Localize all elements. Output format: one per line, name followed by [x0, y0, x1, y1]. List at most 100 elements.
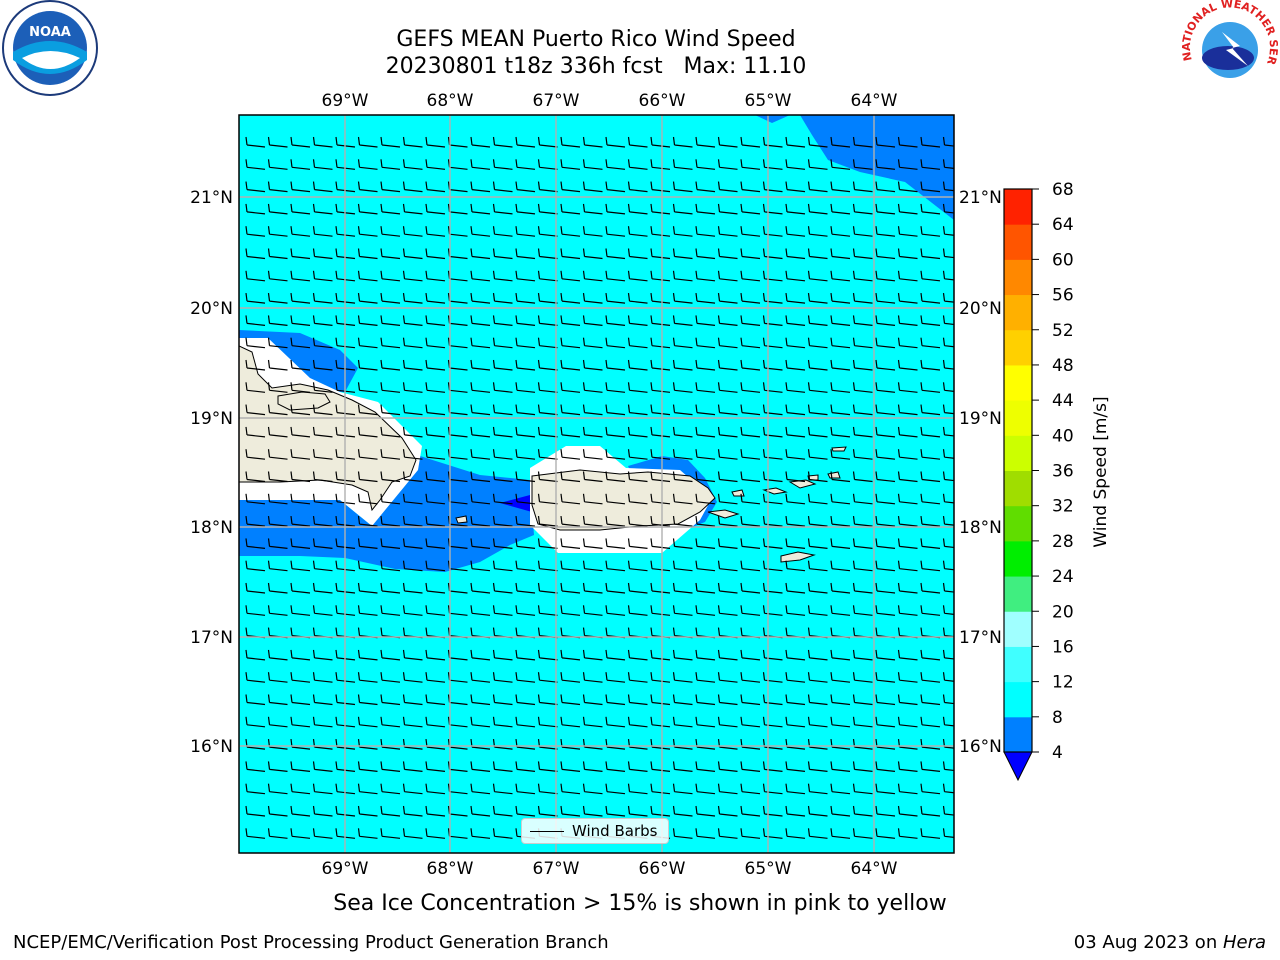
wind-barb: [695, 493, 716, 505]
wind-barb: [402, 315, 423, 326]
wind-barb: [380, 382, 401, 393]
colorbar-segment: [1004, 646, 1032, 683]
wind-barb: [245, 426, 266, 438]
colorbar-segment: [1004, 400, 1032, 436]
wind-barb: [537, 315, 558, 326]
wind-barb: [402, 449, 423, 460]
wind-barb: [650, 293, 671, 304]
longitude-label: 66°W: [639, 859, 686, 879]
wind-barb: [290, 694, 311, 706]
wind-barb: [920, 828, 941, 839]
wind-barb: [245, 226, 266, 237]
wind-barb: [897, 248, 918, 260]
wind-barb: [290, 203, 311, 215]
wind-barb: [425, 359, 446, 371]
wind-barb: [402, 136, 423, 148]
wind-barb: [875, 694, 896, 706]
wind-barb: [537, 404, 558, 416]
wind-barb: [357, 270, 378, 282]
wind-barb: [695, 538, 716, 549]
wind-barb: [357, 337, 378, 349]
wind-barb: [875, 605, 896, 616]
wind-barb: [245, 560, 266, 572]
wind-barb: [492, 315, 513, 326]
wind-barb: [312, 181, 333, 193]
wind-barb: [830, 248, 851, 260]
wind-barb: [560, 181, 581, 193]
colorbar-tick-label: 40: [1052, 426, 1074, 446]
wind-barb: [290, 449, 311, 460]
wind-barb: [312, 516, 333, 527]
wind-barb: [650, 582, 671, 594]
wind-barb: [290, 136, 311, 148]
wind-barb: [605, 672, 626, 683]
longitude-label: 67°W: [533, 859, 580, 879]
wind-barb: [650, 516, 671, 527]
wind-barb: [335, 716, 356, 728]
wind-barb: [357, 538, 378, 549]
wind-barb: [807, 337, 828, 349]
wind-barb: [695, 248, 716, 260]
wind-barb: [560, 582, 581, 594]
wind-barb: [717, 582, 738, 594]
colorbar-segment: [1004, 576, 1032, 612]
wind-barb: [807, 694, 828, 706]
wind-barb: [290, 582, 311, 594]
wind-barb: [852, 605, 873, 616]
wind-barb: [537, 783, 558, 795]
wind-barb: [650, 471, 671, 483]
wind-barb: [852, 426, 873, 438]
wind-barb: [717, 805, 738, 817]
wind-barb: [515, 404, 536, 416]
wind-barb: [627, 605, 648, 616]
wind-barb: [627, 181, 648, 193]
wind-barb: [650, 248, 671, 260]
wind-barb: [425, 449, 446, 460]
wind-barb: [380, 761, 401, 772]
wind-barb: [335, 136, 356, 148]
wind-barb: [740, 560, 761, 572]
wind-barb: [537, 649, 558, 661]
wind-barb: [492, 805, 513, 817]
wind-barb: [290, 426, 311, 438]
wind-barb: [852, 761, 873, 772]
wind-barb: [830, 337, 851, 349]
wind-barb: [582, 783, 603, 795]
wind-barb: [357, 471, 378, 483]
wind-barb: [245, 136, 266, 148]
wind-barb: [290, 293, 311, 304]
graticule: [239, 115, 954, 853]
colorbar-tick-label: 28: [1052, 532, 1074, 552]
wind-barb: [537, 382, 558, 393]
wind-barb: [267, 538, 288, 549]
wind-barb: [560, 694, 581, 706]
wind-barb: [807, 159, 828, 170]
wind-barb: [627, 471, 648, 483]
wind-barb: [402, 538, 423, 549]
wind-barb: [875, 382, 896, 393]
wind-barb: [267, 560, 288, 572]
wind-barb: [785, 471, 806, 483]
wind-barb: [740, 694, 761, 706]
wind-barb: [425, 649, 446, 661]
wind-barb: [267, 828, 288, 839]
wind-barb: [312, 337, 333, 349]
wind-barb: [672, 672, 693, 683]
wind-barb: [920, 694, 941, 706]
wind-barb: [785, 582, 806, 594]
wind-barb: [245, 716, 266, 728]
wind-barb: [875, 560, 896, 572]
wind-barb: [470, 672, 491, 683]
wind-barb: [897, 404, 918, 416]
wind-barb: [605, 315, 626, 326]
wind-barb: [740, 293, 761, 304]
wind-barb: [717, 315, 738, 326]
wind-barb: [785, 538, 806, 549]
wind-barb: [897, 493, 918, 505]
wind-barb: [335, 270, 356, 282]
wind-barb: [267, 181, 288, 193]
wind-barb: [335, 761, 356, 772]
wind-barb: [852, 471, 873, 483]
wind-barb: [290, 828, 311, 839]
